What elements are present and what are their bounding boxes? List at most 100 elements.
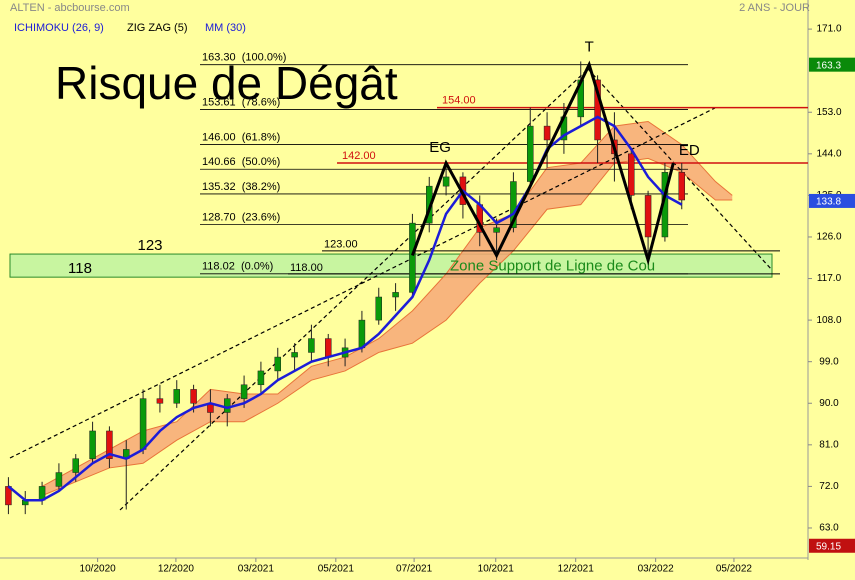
y-tick-label: 99.0 <box>819 356 839 367</box>
candle-body <box>358 319 366 349</box>
candle-body <box>543 125 551 141</box>
candle <box>644 190 652 261</box>
candle-body <box>106 430 113 459</box>
chart-title: Risque de Dégât <box>55 57 398 109</box>
fib-label: 128.70 (23.6%) <box>202 211 280 223</box>
fib-label: 163.30 (100.0%) <box>202 52 286 64</box>
candle-body <box>308 338 315 353</box>
pattern-label: ED <box>679 142 700 159</box>
cloud-fill <box>42 121 733 496</box>
y-tick-label: 153.0 <box>816 107 841 118</box>
candle <box>577 61 584 127</box>
candle-body <box>5 486 12 506</box>
x-tick-label: 03/2021 <box>238 564 275 575</box>
cloud-edge <box>41 120 733 487</box>
price-flag-label: 133.8 <box>816 197 841 208</box>
candle-body <box>527 125 534 182</box>
candle-body <box>678 172 685 201</box>
candle <box>5 477 12 515</box>
candle <box>442 163 450 196</box>
fib-label: 118.02 (0.0%) <box>202 261 273 273</box>
fib-label: 135.32 (38.2%) <box>202 181 280 193</box>
candle-body <box>257 370 265 386</box>
source: ALTEN - abcbourse.com <box>10 2 130 14</box>
candle-body <box>190 389 197 404</box>
fib-label: 140.66 (50.0%) <box>202 156 280 168</box>
candle-body <box>274 356 281 372</box>
period: 2 ANS - JOUR <box>739 2 810 14</box>
price-flag <box>809 57 855 72</box>
candle-body <box>325 338 332 358</box>
resistance-label: 142.00 <box>342 150 376 162</box>
y-tick-label: 117.0 <box>817 273 842 284</box>
pattern-label: T <box>585 39 594 56</box>
candle-body <box>594 79 601 141</box>
candle <box>527 107 534 187</box>
candle <box>224 394 231 427</box>
legend-ma: MM (30) <box>205 22 246 34</box>
fib-label: 146.00 (61.8%) <box>202 131 280 143</box>
zigzag <box>411 60 675 266</box>
candle <box>543 112 551 168</box>
y-tick-label: 90.0 <box>819 398 839 409</box>
candle-body <box>156 398 164 404</box>
x-tick-label: 07/2021 <box>396 564 433 575</box>
candle-body <box>392 292 399 298</box>
moving-average <box>7 115 683 502</box>
y-tick-label: 81.0 <box>819 439 839 450</box>
candle-body <box>55 472 63 487</box>
candle <box>274 347 281 381</box>
candle-body <box>224 398 231 413</box>
candle <box>678 163 685 210</box>
candle <box>106 426 113 468</box>
x-tick-label: 05/2022 <box>716 564 753 575</box>
price-flag-label: 163.3 <box>816 60 841 71</box>
x-tick-label: 10/2021 <box>478 564 515 575</box>
candle <box>291 343 298 371</box>
candle <box>89 421 96 464</box>
candle <box>308 324 315 362</box>
fib-label: 153.61 (78.6%) <box>202 96 280 108</box>
candle-body <box>644 195 652 238</box>
support-label: 123.00 <box>324 239 358 251</box>
candle-body <box>628 153 635 196</box>
pattern-label: EG <box>429 139 451 156</box>
support-mark: 123 <box>137 237 162 254</box>
candle-body <box>510 181 517 228</box>
price-flag <box>809 538 855 553</box>
candle <box>139 389 147 455</box>
price-flag <box>809 193 855 208</box>
x-tick-label: 10/2020 <box>80 564 117 575</box>
candle <box>257 361 265 395</box>
y-tick-label: 72.0 <box>819 481 839 492</box>
candle-body <box>240 384 248 399</box>
candle-body <box>442 176 450 187</box>
candle-body <box>139 398 147 450</box>
legend-ichimoku: ICHIMOKU (26, 9) <box>14 22 104 34</box>
x-tick-label: 05/2021 <box>318 564 355 575</box>
candle <box>375 287 382 325</box>
candle <box>22 491 29 515</box>
support-label: 118.00 <box>290 262 323 274</box>
y-tick-label: 171.0 <box>816 24 841 35</box>
support-mark: 118 <box>68 260 92 277</box>
legend-zigzag: ZIG ZAG (5) <box>127 22 188 34</box>
candle-body <box>375 296 382 321</box>
candle <box>392 283 399 311</box>
y-tick-label: 144.0 <box>816 148 841 159</box>
y-tick-label: 63.0 <box>819 523 839 534</box>
candle <box>156 384 164 413</box>
candle-body <box>409 222 416 293</box>
y-tick-label: 126.0 <box>816 232 841 243</box>
candle-body <box>89 430 96 459</box>
y-tick-label: 108.0 <box>816 315 841 326</box>
candle-body <box>173 389 180 404</box>
candle <box>55 463 63 492</box>
zone-label: Zone Support de Ligne de Cou <box>450 258 655 275</box>
lower-channel <box>119 68 589 511</box>
candle <box>173 380 180 408</box>
candle-body <box>72 458 79 473</box>
upper-channel <box>9 107 716 459</box>
x-tick-label: 03/2022 <box>638 564 675 575</box>
